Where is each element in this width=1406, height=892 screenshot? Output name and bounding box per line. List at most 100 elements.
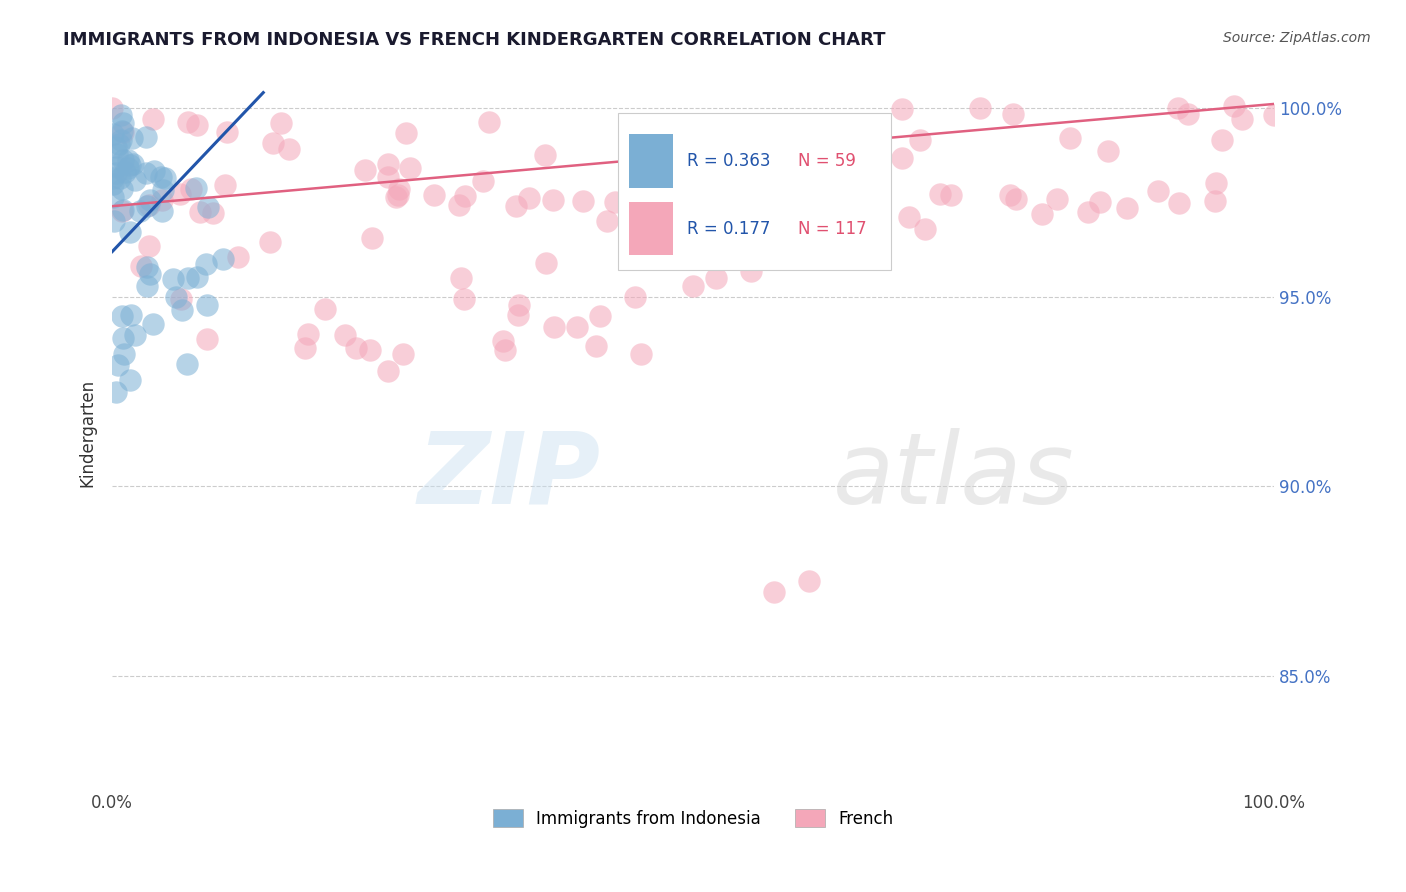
Point <box>226 250 249 264</box>
Point <box>572 194 595 209</box>
Point <box>118 373 141 387</box>
Point <box>170 292 193 306</box>
Text: atlas: atlas <box>832 427 1074 524</box>
Point <box>450 271 472 285</box>
Point <box>1045 192 1067 206</box>
Point <box>186 269 208 284</box>
Point <box>194 257 217 271</box>
Point <box>1211 132 1233 146</box>
Point <box>808 202 831 216</box>
Point <box>763 585 786 599</box>
Point <box>195 332 218 346</box>
Legend: Immigrants from Indonesia, French: Immigrants from Indonesia, French <box>486 803 900 834</box>
Point <box>188 204 211 219</box>
Point <box>898 211 921 225</box>
Point <box>908 133 931 147</box>
Point <box>139 267 162 281</box>
Point <box>176 357 198 371</box>
Point <box>277 143 299 157</box>
Point <box>447 198 470 212</box>
Point <box>541 193 564 207</box>
Point <box>211 252 233 267</box>
Point <box>1205 177 1227 191</box>
Point <box>143 164 166 178</box>
Point <box>186 181 208 195</box>
Point <box>565 320 588 334</box>
Point <box>112 153 135 167</box>
Point <box>453 292 475 306</box>
Point <box>1059 130 1081 145</box>
Point <box>603 195 626 210</box>
Point <box>1002 107 1025 121</box>
Point <box>152 183 174 197</box>
Point <box>111 203 134 218</box>
Point <box>1204 194 1226 208</box>
Point <box>202 206 225 220</box>
Point <box>170 303 193 318</box>
Point <box>138 193 160 207</box>
Point <box>846 171 869 186</box>
Point <box>454 188 477 202</box>
Point <box>354 163 377 178</box>
Point <box>344 341 367 355</box>
Point <box>623 209 645 223</box>
Y-axis label: Kindergarten: Kindergarten <box>79 379 96 487</box>
Point <box>103 170 125 185</box>
Point <box>762 212 785 227</box>
Point <box>155 171 177 186</box>
Point <box>1168 196 1191 211</box>
Point <box>135 166 157 180</box>
Point <box>195 298 218 312</box>
Point <box>863 183 886 197</box>
Point <box>682 278 704 293</box>
Point <box>377 364 399 378</box>
Point <box>505 199 527 213</box>
Point <box>162 272 184 286</box>
Point <box>478 115 501 129</box>
Point <box>799 574 821 588</box>
Point <box>1167 101 1189 115</box>
Point <box>1146 184 1168 198</box>
Point <box>633 206 655 220</box>
Point <box>1223 99 1246 113</box>
Point <box>803 200 825 214</box>
Point <box>169 186 191 201</box>
Point <box>122 157 145 171</box>
Point <box>121 131 143 145</box>
Point <box>165 290 187 304</box>
Point <box>150 203 173 218</box>
Point <box>108 137 131 152</box>
Point <box>135 279 157 293</box>
Point <box>150 170 173 185</box>
Point <box>120 225 142 239</box>
Point <box>120 158 142 172</box>
Point <box>124 173 146 187</box>
Point <box>377 170 399 185</box>
Point <box>110 309 132 323</box>
FancyBboxPatch shape <box>630 135 673 187</box>
Point <box>297 327 319 342</box>
Point <box>131 259 153 273</box>
Point <box>136 260 159 274</box>
Point <box>472 174 495 188</box>
Point <box>596 214 619 228</box>
Point <box>763 194 786 208</box>
Point <box>135 199 157 213</box>
Point <box>495 343 517 357</box>
Text: R = 0.363: R = 0.363 <box>688 153 770 170</box>
Text: N = 59: N = 59 <box>797 153 855 170</box>
Text: ZIP: ZIP <box>418 427 600 524</box>
Point <box>506 308 529 322</box>
Point <box>969 101 991 115</box>
Point <box>177 115 200 129</box>
Point <box>105 147 128 161</box>
Point <box>891 151 914 165</box>
Point <box>103 190 125 204</box>
Point <box>103 214 125 228</box>
Point <box>939 187 962 202</box>
Point <box>110 170 132 185</box>
Point <box>423 188 446 202</box>
Point <box>624 290 647 304</box>
Point <box>120 308 142 322</box>
Point <box>928 186 950 201</box>
